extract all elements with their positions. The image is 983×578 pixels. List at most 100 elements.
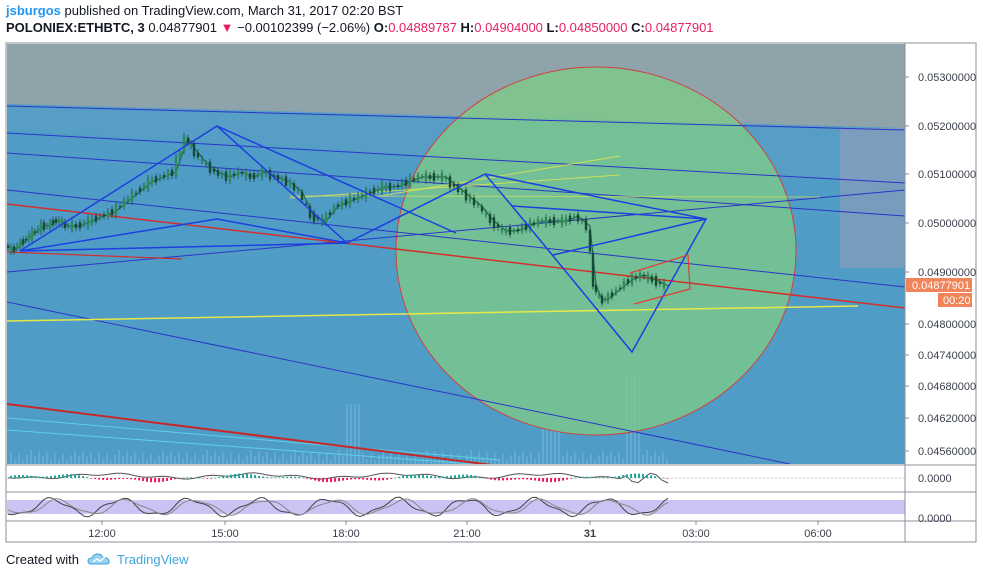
candle-body bbox=[308, 206, 312, 219]
candle-body bbox=[520, 225, 524, 232]
author-link[interactable]: jsburgos bbox=[6, 3, 61, 18]
candle-body bbox=[21, 239, 25, 245]
yellow-support-line bbox=[7, 305, 859, 322]
oscillator-pane-1[interactable] bbox=[7, 466, 905, 491]
osc1-bar bbox=[386, 478, 388, 480]
time-axis[interactable]: 12:00 15:00 18:00 21:00 31 03:00 06:00 bbox=[88, 521, 832, 540]
candle-body bbox=[388, 182, 392, 191]
osc1-bar bbox=[146, 478, 148, 482]
osc1-bar bbox=[650, 475, 652, 478]
volume-bar bbox=[422, 455, 424, 464]
volume-bar bbox=[278, 459, 280, 464]
osc1-bar bbox=[546, 478, 548, 483]
volume-bar bbox=[298, 456, 300, 464]
candle-body bbox=[186, 137, 190, 143]
harmonic-pattern-right bbox=[484, 173, 708, 354]
y-tick-label: 0.04740000 bbox=[918, 350, 976, 362]
volume-bar bbox=[54, 453, 56, 464]
candle-body bbox=[658, 281, 662, 284]
candle-body bbox=[328, 212, 332, 216]
candle-body bbox=[380, 182, 384, 193]
candle-body bbox=[300, 191, 304, 200]
candle-body bbox=[444, 178, 448, 180]
candle-body bbox=[7, 245, 10, 249]
osc1-bar bbox=[350, 478, 352, 480]
volume-bar bbox=[338, 450, 340, 464]
osc1-bar bbox=[606, 477, 608, 479]
y-tick-label: 0.05100000 bbox=[918, 169, 976, 181]
osc1-bar bbox=[338, 478, 340, 482]
countdown-badge-bg bbox=[938, 293, 972, 307]
volume-bar bbox=[558, 429, 560, 464]
candle-body bbox=[208, 161, 212, 173]
oscillator-pane-2[interactable] bbox=[7, 493, 905, 520]
osc1-bar bbox=[126, 478, 128, 479]
candle-body bbox=[296, 189, 300, 191]
osc1-bar bbox=[142, 478, 144, 482]
osc1-bar bbox=[14, 475, 16, 478]
y-tick-label: 0.04620000 bbox=[918, 413, 976, 425]
candle-body bbox=[472, 197, 476, 206]
price-axis[interactable]: 0.05300000 0.05200000 0.05100000 0.05000000… bbox=[905, 72, 976, 458]
candle-body bbox=[476, 204, 480, 206]
volume-bar bbox=[294, 450, 296, 464]
osc1-bar bbox=[66, 474, 68, 478]
candle-body bbox=[66, 226, 70, 227]
pattern-left-extension bbox=[216, 125, 457, 234]
osc1-bar bbox=[102, 478, 104, 480]
osc2-line-b bbox=[7, 497, 669, 516]
y-tick-label: 0.05300000 bbox=[918, 72, 976, 84]
candle-body bbox=[460, 191, 464, 193]
osc1-bar bbox=[634, 473, 636, 478]
candle-body bbox=[212, 168, 216, 173]
volume-bar bbox=[478, 451, 480, 464]
x-tick-label: 06:00 bbox=[804, 528, 832, 540]
candle-body bbox=[248, 173, 252, 179]
created-with-text: Created with bbox=[6, 551, 79, 567]
candle-body bbox=[284, 176, 288, 186]
candle-body bbox=[614, 289, 618, 293]
candle-body bbox=[528, 220, 532, 230]
volume-bar bbox=[62, 454, 64, 464]
osc1-bar bbox=[150, 478, 152, 483]
osc1-bar bbox=[486, 478, 488, 479]
osc1-bar bbox=[254, 475, 256, 478]
volume-bar bbox=[554, 429, 556, 464]
volume-bar bbox=[250, 450, 252, 464]
osc1-bar bbox=[602, 477, 604, 479]
osc1-bar bbox=[46, 476, 48, 478]
close-label: C: bbox=[631, 20, 645, 35]
osc1-bar bbox=[354, 478, 356, 480]
volume-bar bbox=[262, 457, 264, 464]
volume-bar bbox=[122, 456, 124, 464]
channel-bottom-line bbox=[7, 301, 791, 464]
down-arrow-icon: ▼ bbox=[220, 20, 234, 35]
candle-body bbox=[240, 172, 244, 174]
candle-body bbox=[78, 222, 82, 229]
candle-body bbox=[18, 241, 22, 248]
y-tick-label: 0.04800000 bbox=[918, 319, 976, 331]
volume-bar bbox=[646, 450, 648, 464]
volume-bar bbox=[542, 429, 544, 464]
osc1-bar bbox=[422, 475, 424, 478]
osc1-bar bbox=[558, 478, 560, 482]
candle-body bbox=[588, 229, 592, 252]
volume-bar bbox=[474, 456, 476, 464]
osc1-bar bbox=[218, 477, 220, 478]
osc1-bar bbox=[130, 478, 132, 480]
osc1-bar bbox=[278, 477, 280, 479]
volume-bar bbox=[146, 459, 148, 464]
volume-bar bbox=[490, 458, 492, 464]
osc1-bar bbox=[202, 477, 204, 479]
osc1-bar bbox=[314, 478, 316, 481]
candle-body bbox=[540, 221, 544, 223]
osc1-bar bbox=[490, 478, 492, 480]
candle-body bbox=[650, 276, 654, 282]
volume-bar bbox=[410, 459, 412, 464]
volume-bar bbox=[198, 460, 200, 464]
tradingview-brand-link[interactable]: TradingView bbox=[116, 551, 189, 567]
symbol-label: POLONIEX:ETHBTC, 3 bbox=[6, 20, 145, 35]
yellow-horizontal-line bbox=[289, 195, 821, 198]
main-pane[interactable] bbox=[7, 44, 905, 466]
